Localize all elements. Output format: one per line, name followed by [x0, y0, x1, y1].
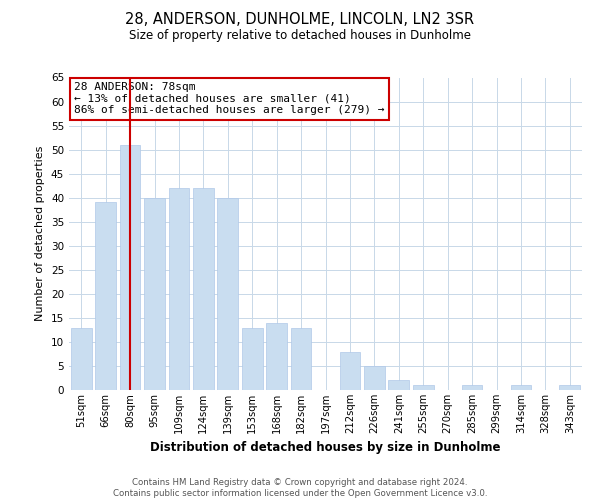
Bar: [461, 385, 482, 390]
Bar: [217, 198, 238, 390]
Bar: [95, 202, 116, 390]
Bar: [71, 328, 92, 390]
Text: Contains HM Land Registry data © Crown copyright and database right 2024.
Contai: Contains HM Land Registry data © Crown c…: [113, 478, 487, 498]
Text: Size of property relative to detached houses in Dunholme: Size of property relative to detached ho…: [129, 29, 471, 42]
Bar: [242, 328, 263, 390]
Bar: [144, 198, 165, 390]
Bar: [364, 366, 385, 390]
X-axis label: Distribution of detached houses by size in Dunholme: Distribution of detached houses by size …: [150, 442, 501, 454]
Bar: [388, 380, 409, 390]
Bar: [413, 385, 434, 390]
Bar: [290, 328, 311, 390]
Bar: [119, 145, 140, 390]
Text: 28 ANDERSON: 78sqm
← 13% of detached houses are smaller (41)
86% of semi-detache: 28 ANDERSON: 78sqm ← 13% of detached hou…: [74, 82, 385, 116]
Bar: [193, 188, 214, 390]
Bar: [169, 188, 190, 390]
Bar: [511, 385, 532, 390]
Y-axis label: Number of detached properties: Number of detached properties: [35, 146, 46, 322]
Bar: [340, 352, 361, 390]
Text: 28, ANDERSON, DUNHOLME, LINCOLN, LN2 3SR: 28, ANDERSON, DUNHOLME, LINCOLN, LN2 3SR: [125, 12, 475, 28]
Bar: [266, 322, 287, 390]
Bar: [559, 385, 580, 390]
